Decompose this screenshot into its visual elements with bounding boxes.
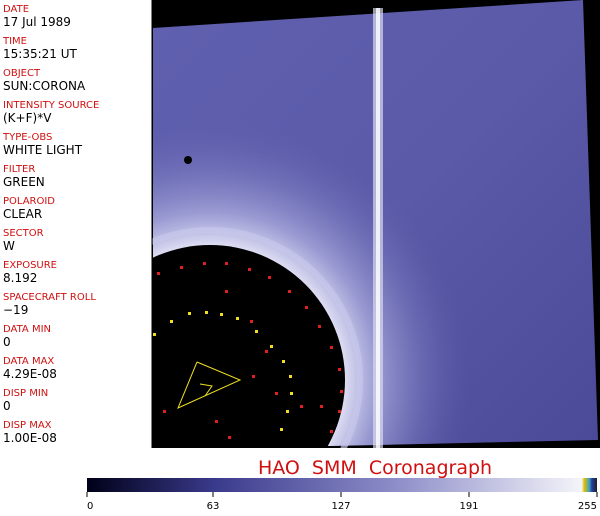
field-value: WHITE LIGHT [3,143,83,157]
field-value: (K+F)*V [3,111,52,125]
field-value: 0 [3,335,11,349]
field-label: POLAROID [3,196,55,207]
field-label: TYPE-OBS [2,132,52,143]
field-value: 1.00E-08 [3,431,57,445]
field-label: DISP MIN [3,388,48,399]
field-value: SUN:CORONA [3,79,86,93]
field-label: DATE [3,4,29,15]
field-value: −19 [3,303,28,317]
field-label: FILTER [3,164,35,175]
field-label: INTENSITY SOURCE [3,100,99,111]
colorbar [87,478,597,492]
field-label: OBJECT [3,68,41,79]
field-value: GREEN [3,175,45,189]
field-value: 15:35:21 UT [3,47,77,61]
coronagraph-image [152,0,598,448]
field-value: 4.29E-08 [3,367,57,381]
title: HAO SMM Coronagraph [258,457,492,479]
colorbar-tick-label: 191 [459,501,478,512]
field-label: SPACECRAFT ROLL [3,292,96,303]
field-value: 17 Jul 1989 [3,15,71,29]
field-label: TIME [2,36,27,47]
field-label: DATA MAX [3,356,54,367]
field-label: DATA MIN [3,324,51,335]
field-value: CLEAR [3,207,42,221]
field-label: DISP MAX [3,420,52,431]
colorbar-tick-label: 0 [87,501,93,512]
colorbar-tick-label: 255 [578,501,597,512]
field-label: SECTOR [3,228,44,239]
field-label: EXPOSURE [3,260,57,271]
field-value: 0 [3,399,11,413]
colorbar-tick-label: 63 [207,501,220,512]
field-value: 8.192 [3,271,37,285]
colorbar-tick-label: 127 [331,501,350,512]
field-value: W [3,239,15,253]
